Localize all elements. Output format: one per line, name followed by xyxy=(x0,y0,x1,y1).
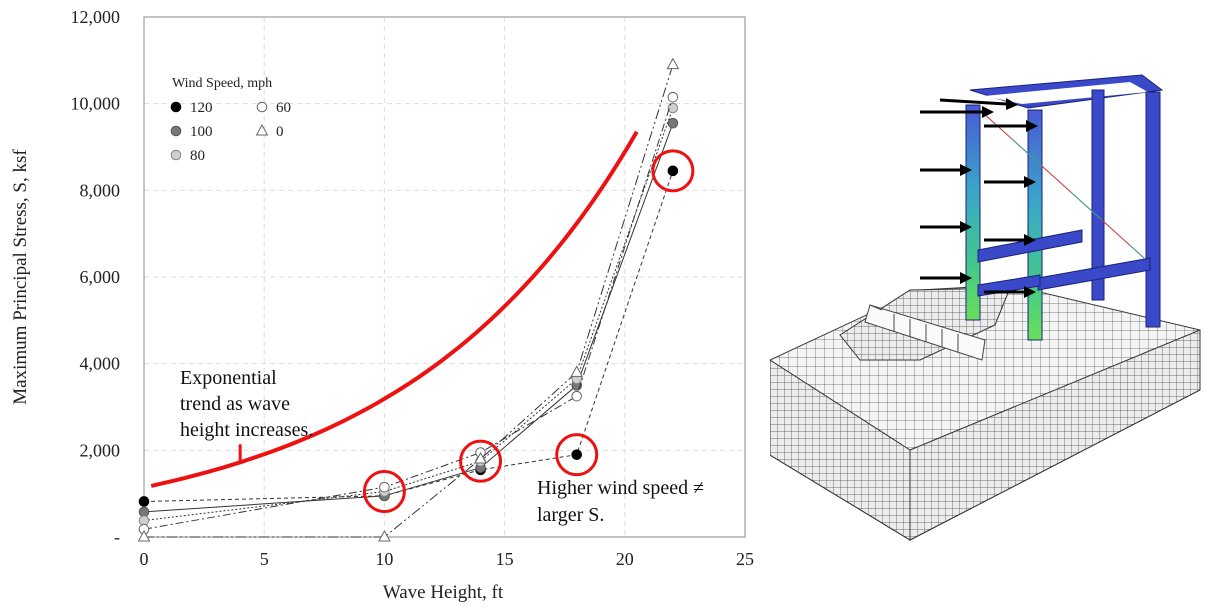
legend-item: 60 xyxy=(256,100,291,116)
annotation-wind-speed: Higher wind speed ≠ larger S. xyxy=(537,477,704,526)
seabed-mesh xyxy=(770,284,1201,541)
y-tick-label: - xyxy=(114,527,120,547)
data-point xyxy=(666,57,680,70)
series-line xyxy=(143,170,674,502)
data-point xyxy=(571,449,583,460)
y-tick-labels: - 2,000 4,000 6,000 8,000 10,000 12,000 xyxy=(71,7,121,547)
highlight-circle xyxy=(459,439,503,483)
data-point xyxy=(474,451,487,464)
data-point xyxy=(667,117,679,129)
data-point xyxy=(138,506,150,518)
annotation-line: larger S. xyxy=(537,504,604,526)
legend-title: Wind Speed, mph xyxy=(172,76,272,91)
load-arrows xyxy=(920,98,1038,298)
legend-label: 120 xyxy=(190,100,213,116)
data-point xyxy=(137,529,151,542)
grid-lines xyxy=(144,16,746,537)
x-tick-label: 25 xyxy=(736,549,754,569)
data-point xyxy=(138,515,150,526)
x-axis-title: Wave Height, ft xyxy=(383,582,504,603)
data-point xyxy=(256,101,268,113)
legend: Wind Speed, mph 120 100 80 60 0 xyxy=(170,76,291,164)
series-0 xyxy=(137,57,680,542)
legend-item: 80 xyxy=(170,148,205,164)
structural-model-image xyxy=(770,74,1201,541)
annotation-exponential: Exponential trend as wave height increas… xyxy=(180,367,313,441)
data-point xyxy=(571,390,583,402)
legend-item: 100 xyxy=(170,124,213,140)
y-tick-label: 12,000 xyxy=(71,7,121,27)
trend-curve xyxy=(150,130,639,488)
wave-barrier xyxy=(864,304,986,361)
y-axis-title: Maximum Principal Stress, S, ksf xyxy=(10,149,31,405)
x-tick-labels: 0 5 10 15 20 25 xyxy=(140,549,755,569)
y-tick-label: 6,000 xyxy=(80,267,121,287)
legend-label: 100 xyxy=(190,124,213,140)
data-point xyxy=(170,149,182,161)
legend-item: 120 xyxy=(170,100,213,116)
legend-item: 0 xyxy=(255,123,284,140)
x-tick-label: 20 xyxy=(616,549,634,569)
x-tick-label: 10 xyxy=(375,549,393,569)
data-series xyxy=(137,57,680,542)
legend-label: 60 xyxy=(276,100,291,116)
exponential-trend xyxy=(150,130,639,488)
data-point xyxy=(667,165,679,177)
data-point xyxy=(378,529,391,542)
x-tick-label: 15 xyxy=(496,549,514,569)
series-line xyxy=(143,107,674,521)
legend-label: 0 xyxy=(276,124,284,140)
highlight-circle xyxy=(362,470,406,513)
y-tick-label: 8,000 xyxy=(80,180,121,200)
annotation-line: Higher wind speed ≠ xyxy=(537,477,704,499)
axes xyxy=(143,16,746,538)
highlight-circles xyxy=(362,149,695,513)
data-point xyxy=(170,125,182,137)
data-point xyxy=(667,102,679,114)
data-point xyxy=(379,481,390,493)
series-line xyxy=(143,123,674,513)
y-tick-label: 10,000 xyxy=(71,94,121,114)
y-tick-label: 4,000 xyxy=(80,354,121,374)
series-line xyxy=(143,97,674,530)
stress-chart: 0 5 10 15 20 25 - 2,000 4,000 6,000 8,000 10,000 12… xyxy=(10,7,755,603)
annotation-line: trend as wave xyxy=(180,393,290,415)
x-tick-label: 5 xyxy=(260,549,269,569)
series-60 xyxy=(138,91,679,535)
highlight-circle xyxy=(555,433,599,477)
x-tick-label: 0 xyxy=(140,549,149,569)
y-tick-label: 2,000 xyxy=(80,440,121,460)
data-point xyxy=(138,496,150,507)
highlight-circle xyxy=(651,149,695,193)
data-point xyxy=(255,123,269,136)
legend-label: 80 xyxy=(190,148,205,164)
data-point xyxy=(570,365,584,377)
annotation-line: Exponential xyxy=(180,367,277,389)
data-point xyxy=(667,91,679,103)
data-point xyxy=(170,101,182,113)
annotation-line: height increases. xyxy=(180,419,313,441)
plot-frame xyxy=(143,16,746,538)
